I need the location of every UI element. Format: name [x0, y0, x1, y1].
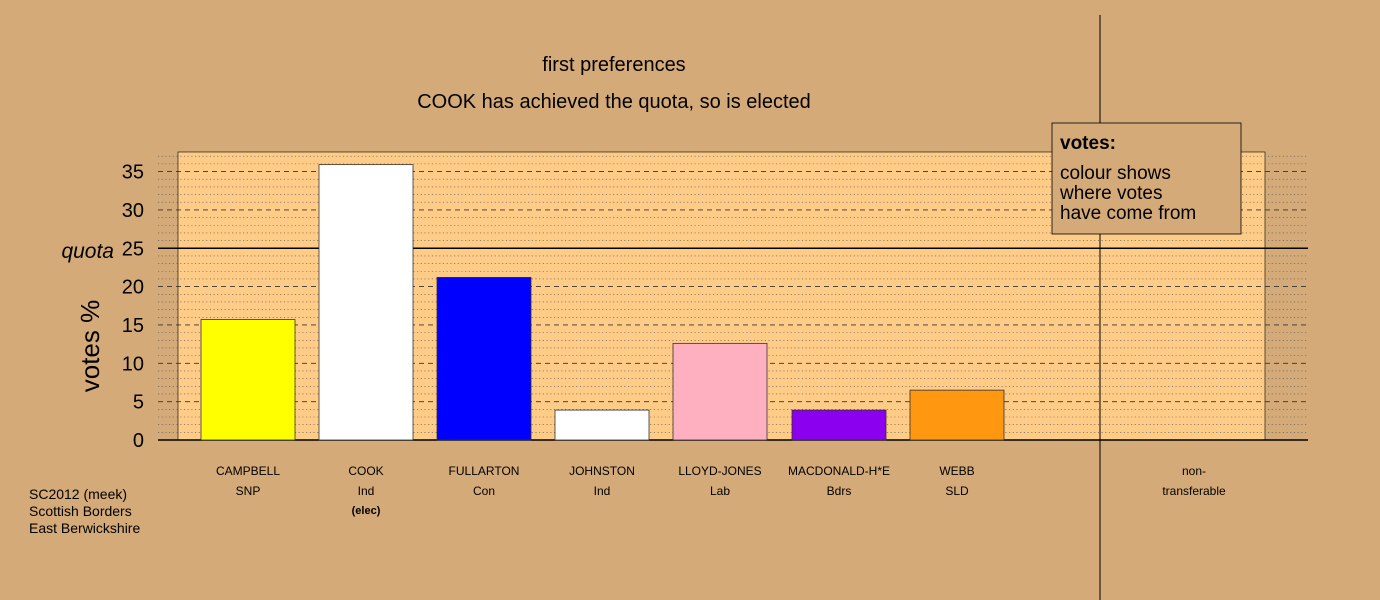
- legend-title: votes:: [1060, 133, 1116, 154]
- chart-subtitle: COOK has achieved the quota, so is elect…: [417, 91, 811, 113]
- bar-cook: [318, 164, 414, 441]
- legend-line-1: colour shows: [1060, 163, 1171, 184]
- party-label: Lab: [710, 484, 730, 498]
- bar-campbell: [200, 319, 296, 441]
- y-tick-label: 0: [133, 430, 144, 452]
- x-tick-label: FULLARTON: [449, 464, 520, 478]
- party-label: Ind: [358, 484, 375, 498]
- x-tick-label: MACDONALD-H*E: [788, 464, 890, 478]
- y-tick-label: 20: [122, 277, 144, 299]
- y-tick-label: 35: [122, 162, 144, 184]
- quota-label: quota: [61, 240, 114, 263]
- elected-status-label: (elec): [352, 505, 381, 517]
- x-tick-label: LLOYD-JONES: [678, 464, 761, 478]
- x-tick-label: CAMPBELL: [216, 464, 280, 478]
- footer-line-3: East Berwickshire: [29, 520, 140, 536]
- y-tick-label: 25: [122, 238, 144, 260]
- bar-lloyd-jones: [672, 342, 768, 441]
- chart-title: first preferences: [542, 54, 685, 76]
- y-tick-label: 10: [122, 353, 144, 375]
- party-label: SLD: [945, 484, 969, 498]
- legend-frame: [1051, 122, 1242, 235]
- legend-line-3: have come from: [1060, 203, 1196, 224]
- party-label: Bdrs: [827, 484, 852, 498]
- legend-box: votes: colour shows where votes have com…: [1051, 122, 1242, 235]
- legend-line-2: where votes: [1059, 183, 1162, 204]
- y-tick-label: 30: [122, 200, 144, 222]
- footer-line-2: Scottish Borders: [29, 503, 132, 519]
- x-tick-label: COOK: [348, 464, 383, 478]
- party-label: Ind: [594, 484, 611, 498]
- bar-macdonald-h-e: [791, 409, 887, 441]
- y-axis-label: votes %: [75, 300, 105, 393]
- y-axis: 0 5 10 15 20 25 30 35: [122, 162, 144, 452]
- x-tick-label: JOHNSTON: [569, 464, 635, 478]
- x-axis-labels: CAMPBELL SNP COOK Ind (elec) FULLARTON Con JOHN…: [216, 464, 1226, 517]
- y-tick-label: 15: [122, 315, 144, 337]
- bars: [200, 164, 1005, 441]
- party-label: transferable: [1162, 484, 1226, 498]
- bar-webb: [909, 389, 1005, 441]
- y-tick-label: 5: [133, 392, 144, 414]
- x-tick-label: non-: [1182, 464, 1206, 478]
- party-label: Con: [473, 484, 495, 498]
- party-label: SNP: [236, 484, 261, 498]
- footer-line-1: SC2012 (meek): [29, 486, 127, 502]
- bar-johnston: [554, 409, 650, 441]
- x-tick-label: WEBB: [939, 464, 974, 478]
- footer-note: SC2012 (meek) Scottish Borders East Berw…: [29, 486, 140, 536]
- bar-fullarton: [436, 276, 532, 441]
